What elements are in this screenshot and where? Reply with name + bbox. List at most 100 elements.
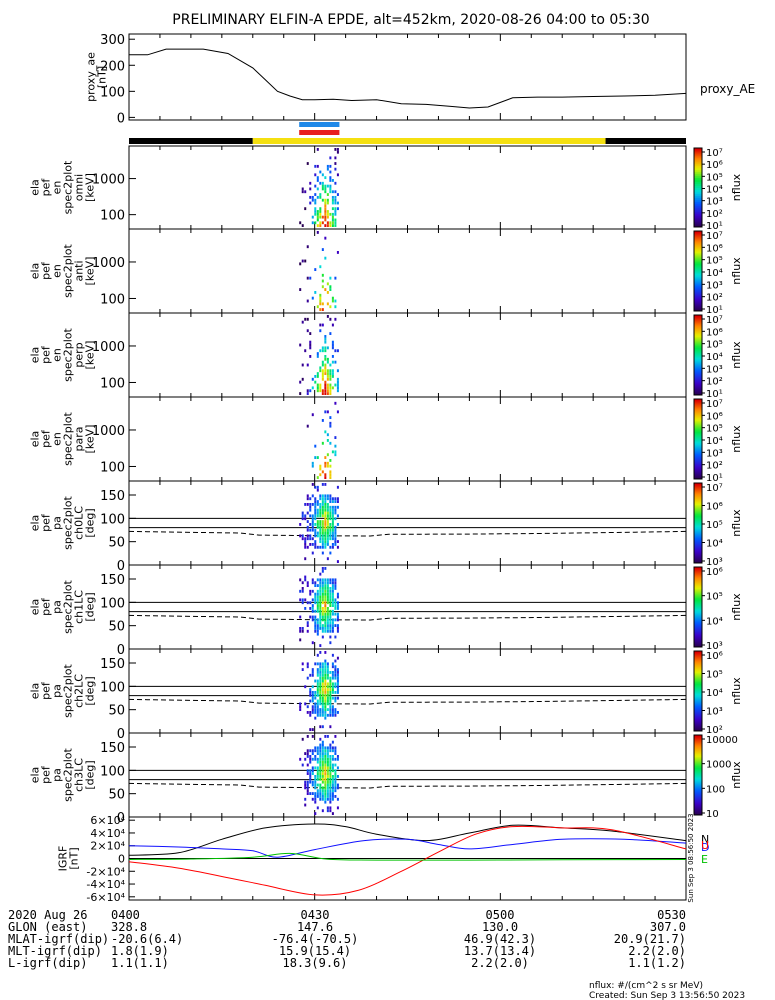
spec_perp-colorbar-label: nflux <box>730 341 743 369</box>
pa_ch3-data-cell <box>304 757 307 761</box>
spec_perp-data-cell <box>324 346 327 350</box>
pa_ch1-colorbar-cell <box>694 643 702 646</box>
pa_ch3-data-cell <box>334 795 337 798</box>
spec_omni-data-cell <box>321 198 324 202</box>
footer-cell: 1.8(1.9) <box>111 944 169 958</box>
pa_ch1-loss-cone-line <box>128 614 687 621</box>
pa_ch2-colorbar-cell <box>694 689 702 692</box>
pa_ch0-data-cell <box>314 545 317 549</box>
pa_ch1-colorbar-cell <box>694 621 702 624</box>
pa_ch2-data-cell <box>324 711 327 714</box>
pa_ch0-data-cell <box>311 523 314 526</box>
spec_perp-data-cell <box>311 386 314 390</box>
spec_omni-data-cell <box>331 207 334 211</box>
pa_ch2-data-cell <box>316 702 319 706</box>
pa_ch3-data-cell <box>334 775 337 778</box>
pa_ch1-data-cell <box>334 578 337 582</box>
pa_ch3-colorbar-cell <box>694 769 702 772</box>
pa_ch2-colorbar-cell <box>694 651 702 654</box>
spec_perp-data-cell <box>326 357 329 361</box>
spec_perp-data-cell <box>324 337 327 341</box>
pa_ch0-data-cell <box>306 545 309 549</box>
pa_ch1-data-cell <box>321 624 324 627</box>
spec_anti-colorbar-tick-label: 10¹ <box>706 305 723 316</box>
pa_ch3-data-cell <box>311 757 314 761</box>
pa_ch0-colorbar-cell <box>694 541 702 544</box>
pa_ch0-data-cell <box>331 528 334 532</box>
spec_omni-data-cell <box>331 218 334 222</box>
spec_perp-data-cell <box>321 349 324 353</box>
pa_ch2-data-cell <box>329 725 332 729</box>
pa_ch2-data-cell <box>324 671 327 674</box>
spec_anti-data-cell <box>336 251 339 254</box>
pa_ch3-data-cell <box>309 775 312 778</box>
pa_ch1-data-cell <box>324 618 327 622</box>
pa_ch0-data-cell <box>311 537 314 541</box>
pa_ch2-colorbar-cell <box>694 657 702 660</box>
pa_ch3-ylabel-line: ch3LC <box>73 758 86 792</box>
pa_ch2-colorbar-frame <box>693 650 703 732</box>
pa_ch3-data-cell <box>314 786 317 790</box>
pa_ch2-data-cell <box>326 702 329 706</box>
pa_ch2-data-cell <box>336 671 339 674</box>
spec_para-data-cell <box>311 464 314 468</box>
pa_ch1-data-cell <box>329 627 332 630</box>
pa_ch2-colorbar-cell <box>694 659 702 662</box>
pa_ch1-data-cell <box>329 595 332 599</box>
pa_ch0-data-cell <box>329 525 332 529</box>
spec_perp-colorbar-cell <box>694 333 702 336</box>
sunlit-bar <box>252 138 606 144</box>
pa_ch2-data-cell <box>311 691 314 694</box>
pa_ch0-data-cell <box>324 511 327 515</box>
spec_para-colorbar-tick-label: 10⁵ <box>706 424 723 435</box>
pa_ch3-data-cell <box>331 749 334 753</box>
spec_para-colorbar-frame <box>693 398 703 480</box>
pa_ch0-data-cell <box>314 517 317 521</box>
pa_ch0-data-cell <box>309 537 312 541</box>
pa_ch2-colorbar-cell <box>694 677 702 680</box>
pa_ch1-colorbar-cell <box>694 581 702 584</box>
pa_ch2-data-cell <box>326 682 329 686</box>
spec_perp-data-cell <box>309 389 312 393</box>
spec_perp-data-cell <box>329 375 332 378</box>
pa_ch0-data-cell <box>324 514 327 518</box>
spec_para-colorbar-cell <box>694 399 702 402</box>
pa_ch2-data-cell <box>321 711 324 714</box>
pa_ch1-data-cell <box>319 598 322 602</box>
spec_omni-data-cell <box>329 184 332 188</box>
pa_ch1-colorbar-tick-label: 10³ <box>706 641 723 652</box>
pa_ch1-data-cell <box>324 629 327 633</box>
pa_ch2-data-cell <box>321 662 324 666</box>
spec_omni-data-cell <box>326 215 329 219</box>
pa_ch2-data-cell <box>324 662 327 666</box>
spec_perp-data-cell <box>309 340 312 344</box>
spec_omni-data-cell <box>319 215 322 219</box>
pa_ch2-data-cell <box>331 713 334 717</box>
pa_ch0-data-cell <box>301 511 304 515</box>
spec_perp-data-cell <box>306 329 309 333</box>
pa_ch3-data-cell <box>324 777 327 781</box>
spec_para-data-cell <box>329 470 332 474</box>
spec_perp-colorbar-cell <box>694 391 702 394</box>
pa_ch0-data-cell <box>309 514 312 518</box>
spec_perp-colorbar-frame <box>693 314 703 396</box>
pa_ch1-data-cell <box>314 609 317 613</box>
pa_ch2-data-cell <box>319 673 322 677</box>
pa_ch2-data-cell <box>334 668 337 671</box>
spec_anti-data-cell <box>321 285 324 289</box>
spec_anti-colorbar-cell <box>694 255 702 258</box>
pa_ch3-data-cell <box>314 783 317 787</box>
pa_ch3-data-cell <box>324 735 327 738</box>
pa_ch3-data-cell <box>311 749 314 753</box>
pa_ch3-data-cell <box>329 772 332 775</box>
pa_ch3-data-cell <box>336 783 339 787</box>
pa_ch1-data-cell <box>311 641 314 645</box>
pa_ch3-data-cell <box>326 735 329 738</box>
pa_ch0-frame <box>128 480 687 566</box>
pa_ch1-data-cell <box>304 578 307 582</box>
pa_ch0-data-cell <box>321 505 324 509</box>
spec_perp-data-cell <box>324 340 327 344</box>
pa_ch3-data-cell <box>324 766 327 770</box>
spec_para-colorbar-cell <box>694 423 702 426</box>
